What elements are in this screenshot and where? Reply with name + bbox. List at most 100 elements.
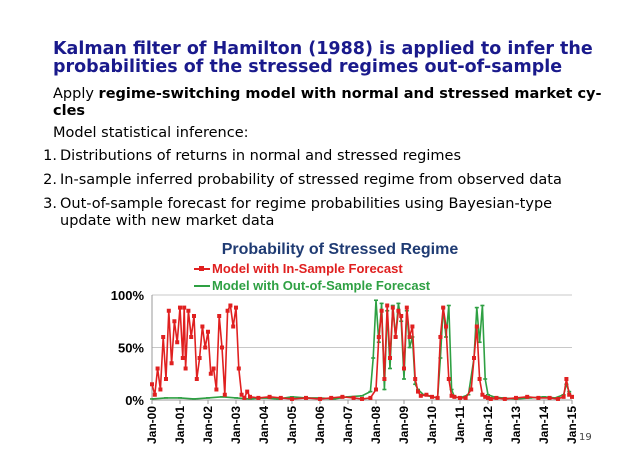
data-point	[441, 305, 446, 310]
x-tick-label: Jan-12	[481, 406, 495, 444]
data-point	[542, 396, 546, 398]
x-tick-label: Jan-14	[537, 406, 551, 444]
data-point	[477, 341, 482, 344]
data-point	[248, 398, 252, 400]
y-tick-label: 100%	[111, 288, 145, 303]
slide-title: Kalman filter of Hamilton (1988) is appl…	[53, 40, 623, 76]
data-point	[304, 395, 308, 400]
data-point	[399, 314, 404, 318]
data-point	[435, 395, 440, 400]
data-point	[528, 397, 532, 399]
data-point	[203, 345, 208, 350]
data-point	[469, 387, 474, 392]
x-tick-label: Jan-04	[257, 406, 271, 444]
data-point	[166, 308, 171, 313]
x-tick-label: Jan-05	[285, 406, 299, 444]
data-point	[388, 356, 392, 360]
data-point	[449, 393, 454, 398]
data-point	[245, 389, 250, 394]
y-tick-label: 0%	[125, 393, 144, 408]
data-point	[483, 378, 488, 380]
x-tick-label: Jan-07	[341, 406, 355, 444]
data-point	[514, 395, 518, 400]
data-point	[556, 396, 560, 401]
data-point	[208, 371, 213, 376]
x-axis: Jan-00 Jan-01 Jan-02 Jan-03 Jan-04 Jan-05 Jan-…	[145, 399, 579, 444]
list-item-number: 2.	[43, 172, 57, 188]
data-point	[234, 397, 238, 399]
data-point	[402, 378, 406, 380]
data-point	[182, 305, 187, 310]
data-point	[458, 395, 462, 400]
data-point	[474, 306, 479, 309]
data-point	[340, 394, 345, 399]
data-point	[388, 367, 392, 370]
data-point	[396, 308, 401, 313]
data-point	[446, 304, 451, 307]
data-point	[150, 398, 154, 400]
data-point	[236, 366, 241, 371]
list-item-text: Distributions of returns in normal and s…	[60, 148, 462, 164]
list-item-text-line-2: update with new market data	[60, 213, 275, 229]
data-point	[175, 340, 180, 345]
data-point	[155, 366, 160, 371]
x-tick-label: Jan-10	[425, 406, 439, 444]
list-item-number: 1.	[43, 148, 57, 164]
data-point	[368, 395, 373, 400]
data-point	[564, 377, 569, 381]
data-point	[192, 314, 196, 318]
data-point	[290, 396, 294, 401]
data-point	[169, 361, 174, 366]
data-point	[239, 392, 244, 397]
y-axis: 0% 50% 100%	[111, 288, 153, 408]
data-point	[225, 308, 230, 313]
data-point	[150, 382, 154, 387]
data-point	[413, 383, 418, 386]
data-point	[452, 394, 457, 399]
data-point	[438, 335, 443, 339]
data-point	[567, 392, 572, 397]
data-point	[477, 377, 482, 381]
legend-label-out-of-sample: Model with Out-of-Sample Forecast	[212, 278, 431, 293]
data-point	[186, 308, 191, 313]
apply-bold-line-2: cles	[53, 103, 86, 119]
data-point	[178, 305, 182, 310]
data-point	[220, 396, 224, 398]
data-point	[483, 394, 488, 399]
data-point	[410, 324, 415, 329]
y-tick-label: 50%	[118, 341, 144, 356]
data-point	[222, 392, 227, 397]
data-point	[463, 395, 468, 400]
page-number: 19	[579, 432, 592, 443]
data-point	[404, 305, 409, 310]
data-point	[413, 377, 418, 381]
apply-prefix: Apply	[53, 86, 99, 102]
inference-heading: Model statistical inference:	[53, 125, 249, 141]
data-point	[374, 387, 378, 392]
data-point	[329, 395, 334, 400]
x-tick-label: Jan-06	[313, 406, 327, 444]
data-point	[217, 314, 222, 318]
x-tick-label: Jan-00	[145, 406, 159, 444]
data-point	[474, 324, 479, 329]
data-point	[152, 392, 157, 397]
x-tick-label: Jan-08	[369, 406, 383, 444]
data-point	[318, 396, 322, 401]
series-line	[151, 304, 573, 400]
data-point	[278, 395, 283, 400]
data-point	[416, 389, 420, 394]
data-point	[206, 329, 210, 334]
data-point	[525, 394, 530, 399]
data-point	[491, 396, 496, 398]
data-point	[172, 319, 177, 324]
data-point	[234, 305, 238, 310]
data-point	[332, 398, 336, 400]
list-item-text: In-sample inferred probability of stress…	[60, 172, 562, 188]
data-point	[211, 366, 216, 371]
data-point	[164, 377, 168, 381]
data-point	[256, 395, 261, 400]
data-point	[424, 392, 429, 397]
data-point	[214, 387, 219, 392]
legend-marker-in-sample	[199, 266, 204, 271]
data-point	[180, 356, 185, 360]
